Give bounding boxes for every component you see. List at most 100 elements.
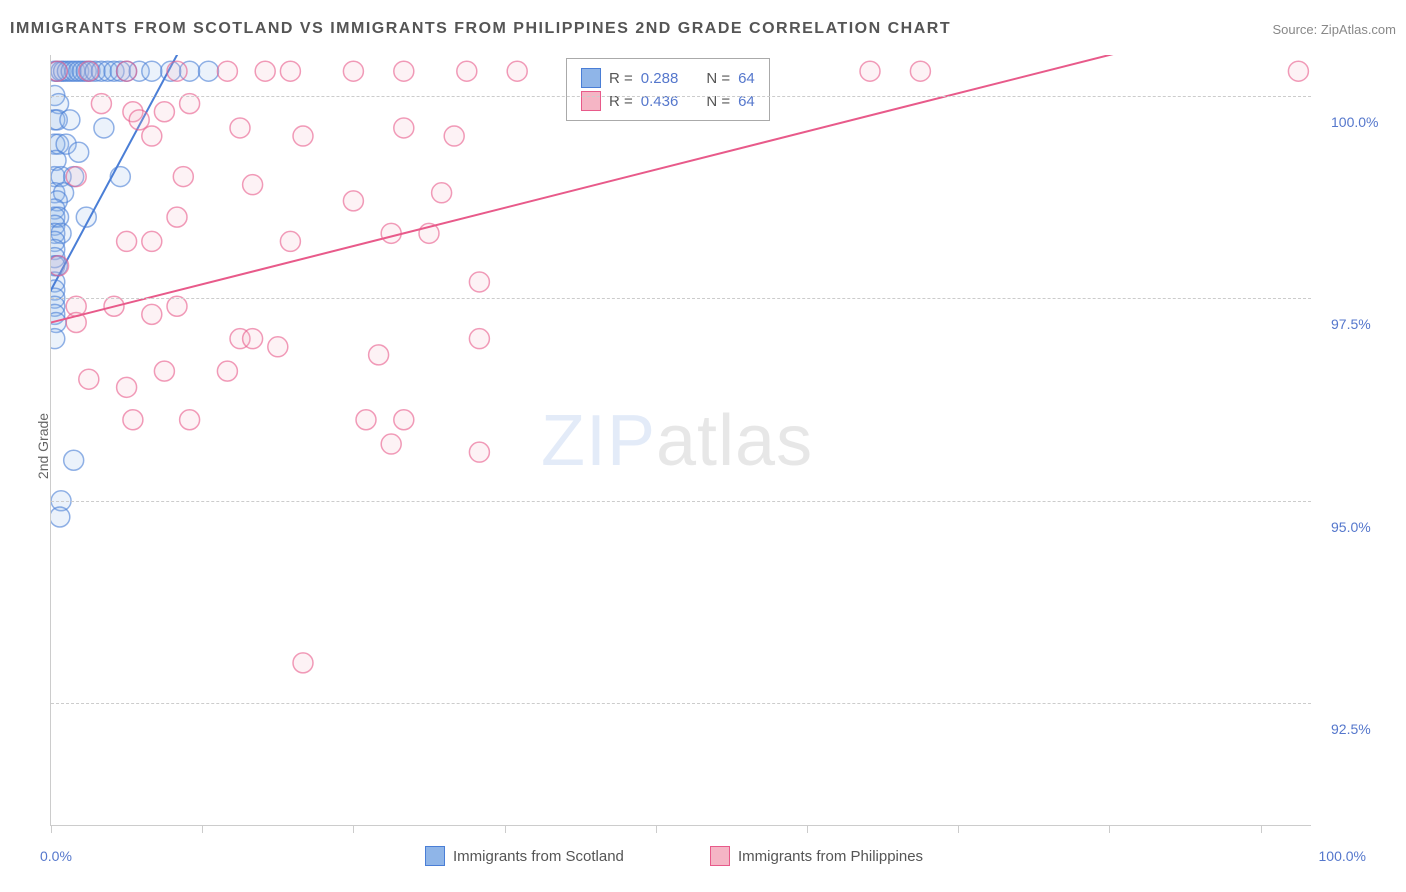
data-point [381, 434, 401, 454]
data-point [60, 110, 80, 130]
data-point [910, 61, 930, 81]
data-point [343, 61, 363, 81]
bottom-legend-philippines: Immigrants from Philippines [710, 846, 923, 866]
gridline [51, 298, 1311, 299]
gridline [51, 703, 1311, 704]
gridline [51, 501, 1311, 502]
trend-line [0, 0, 1406, 857]
philippines-legend-label: Immigrants from Philippines [738, 848, 923, 865]
data-point [154, 361, 174, 381]
data-point [381, 223, 401, 243]
x-axis-min-label: 0.0% [40, 848, 72, 864]
data-point [64, 450, 84, 470]
data-point [432, 183, 452, 203]
y-axis-label: 2nd Grade [35, 413, 51, 479]
data-point [117, 231, 137, 251]
n-label: N = [706, 70, 730, 87]
source-prefix: Source: [1272, 22, 1320, 37]
data-point [142, 61, 162, 81]
y-tick-label: 95.0% [1331, 519, 1371, 535]
data-point [49, 256, 69, 276]
data-point [217, 61, 237, 81]
data-point [110, 167, 130, 187]
x-tick [656, 825, 657, 833]
data-point [217, 361, 237, 381]
data-point [293, 653, 313, 673]
data-point [66, 167, 86, 187]
stats-legend: R = 0.288 N = 64 R = 0.436 N = 64 [566, 58, 770, 121]
data-point [142, 304, 162, 324]
data-point [50, 507, 70, 527]
plot-area: ZIPatlas R = 0.288 N = 64 R = 0.436 N = … [50, 55, 1311, 826]
data-point [507, 61, 527, 81]
data-point [123, 410, 143, 430]
x-axis-max-label: 100.0% [1319, 848, 1366, 864]
scotland-swatch-bottom [425, 846, 445, 866]
data-point [1288, 61, 1308, 81]
data-point [394, 410, 414, 430]
data-point [243, 175, 263, 195]
data-point [457, 61, 477, 81]
data-point [45, 329, 65, 349]
data-point [117, 61, 137, 81]
data-point [343, 191, 363, 211]
chart-svg [51, 55, 1311, 825]
data-point [199, 61, 219, 81]
data-point [180, 94, 200, 114]
data-point [129, 110, 149, 130]
stats-row-scotland: R = 0.288 N = 64 [581, 68, 755, 88]
y-tick-label: 92.5% [1331, 721, 1371, 737]
philippines-swatch [581, 91, 601, 111]
data-point [860, 61, 880, 81]
data-point [444, 126, 464, 146]
data-point [79, 369, 99, 389]
data-point [369, 345, 389, 365]
x-tick [1109, 825, 1110, 833]
x-tick [51, 825, 52, 833]
scotland-legend-label: Immigrants from Scotland [453, 848, 624, 865]
data-point [142, 231, 162, 251]
data-point [280, 231, 300, 251]
data-point [47, 61, 67, 81]
scotland-swatch [581, 68, 601, 88]
x-tick [202, 825, 203, 833]
bottom-legend-scotland: Immigrants from Scotland [425, 846, 624, 866]
gridline [51, 96, 1311, 97]
source-name: ZipAtlas.com [1321, 22, 1396, 37]
data-point [280, 61, 300, 81]
data-point [469, 329, 489, 349]
scotland-n-value: 64 [738, 70, 755, 87]
header: IMMIGRANTS FROM SCOTLAND VS IMMIGRANTS F… [10, 20, 1396, 38]
data-point [394, 118, 414, 138]
y-tick-label: 100.0% [1331, 114, 1378, 130]
x-tick [505, 825, 506, 833]
data-point [154, 102, 174, 122]
chart-title: IMMIGRANTS FROM SCOTLAND VS IMMIGRANTS F… [10, 20, 951, 38]
scotland-r-value: 0.288 [641, 70, 679, 87]
x-tick [1261, 825, 1262, 833]
data-point [117, 377, 137, 397]
data-point [173, 167, 193, 187]
data-point [469, 272, 489, 292]
data-point [167, 207, 187, 227]
stats-row-philippines: R = 0.436 N = 64 [581, 91, 755, 111]
data-point [167, 61, 187, 81]
data-point [142, 126, 162, 146]
data-point [469, 442, 489, 462]
r-label: R = [609, 70, 633, 87]
data-point [293, 126, 313, 146]
data-point [91, 94, 111, 114]
source-attribution: Source: ZipAtlas.com [1272, 22, 1396, 37]
data-point [268, 337, 288, 357]
data-point [255, 61, 275, 81]
data-point [167, 296, 187, 316]
data-point [230, 118, 250, 138]
x-tick [807, 825, 808, 833]
data-point [69, 142, 89, 162]
data-point [79, 61, 99, 81]
x-tick [353, 825, 354, 833]
data-point [394, 61, 414, 81]
data-point [243, 329, 263, 349]
x-tick [958, 825, 959, 833]
data-point [94, 118, 114, 138]
